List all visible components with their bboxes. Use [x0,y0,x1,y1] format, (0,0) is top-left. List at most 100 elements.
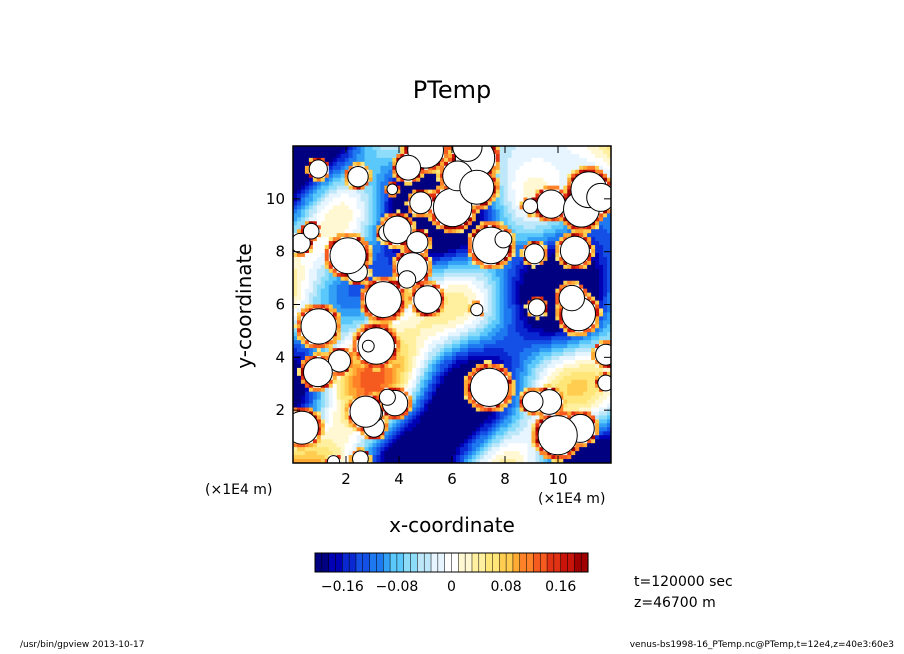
field-cell [463,256,469,262]
field-cell [376,209,381,214]
field-cell [380,455,385,460]
field-cell [340,233,346,238]
field-cell [376,320,381,325]
field-cell [388,197,393,202]
field-cell [523,193,529,199]
field-cell [523,153,529,159]
field-cell [499,459,505,463]
field-cell [495,300,501,305]
field-cell [519,419,525,424]
field-cell [444,304,449,309]
field-cell [499,189,505,195]
field-cell [300,205,306,210]
field-cell [495,304,501,309]
field-cell [491,173,497,179]
field-cell [364,249,370,254]
field-cell [455,407,461,412]
field-cell [360,284,366,290]
field-cell [340,205,346,210]
field-cell [412,312,417,317]
field-cell [475,209,481,214]
field-cell [523,328,529,333]
field-cell [360,225,366,230]
field-cell [296,157,302,163]
field-cell [364,221,370,226]
field-cell [479,336,485,341]
field-cell [471,280,477,286]
field-cell [507,165,513,171]
field-cell [467,300,473,305]
field-cell [527,387,532,393]
field-cell [293,443,298,448]
field-cell [296,173,302,179]
field-cell [308,276,314,282]
field-cell [499,427,505,432]
field-cell [539,237,544,242]
field-cell [515,375,521,381]
field-cell [328,221,334,226]
field-cell [436,328,441,333]
field-cell [459,375,465,381]
field-cell [296,268,302,274]
field-cell [320,249,326,254]
field-cell [320,256,326,262]
field-cell [523,221,529,226]
field-cell [384,324,389,329]
field-cell [356,280,362,286]
field-cell [535,435,540,440]
field-cell [296,264,302,270]
field-cell [515,363,521,369]
field-cell [296,181,302,187]
field-cell [503,288,509,294]
field-cell [316,284,322,290]
field-cell [503,169,509,175]
field-cell [420,252,425,258]
field-cell [340,336,346,341]
field-cell [340,427,346,432]
field-cell [463,316,469,321]
field-cell [336,233,342,238]
field-cell [428,260,433,266]
field-cell [519,185,525,191]
field-cell [531,181,536,187]
field-cell [479,455,485,460]
field-cell [503,336,509,341]
field-cell [459,419,465,424]
field-cell [344,324,350,329]
field-cell [440,379,445,385]
field-cell [444,260,449,266]
field-cell [396,363,401,369]
field-cell [519,312,525,317]
field-cell [535,237,540,242]
field-cell [511,217,517,222]
field-cell [491,284,497,290]
field-cell [392,268,397,274]
field-cell [455,229,461,234]
field-cell [308,383,314,389]
field-cell [515,146,521,151]
field-cell [340,296,346,302]
field-cell [495,173,501,179]
field-cell [293,363,298,369]
field-cell [316,276,322,282]
field-cell [376,252,381,258]
field-cell [328,284,334,290]
field-cell [376,185,381,191]
field-cell [424,185,429,191]
field-cell [304,340,310,345]
field-cell [348,356,354,361]
field-cell [487,344,493,349]
field-cell [416,340,421,345]
field-cell [296,284,302,290]
field-cell [408,439,413,444]
field-cell [428,165,433,171]
field-cell [300,272,306,278]
field-cell [459,379,465,385]
field-cell [428,280,433,286]
field-cell [527,431,532,436]
field-cell [364,205,370,210]
field-cell [448,395,453,401]
field-cell [364,185,370,191]
field-cell [340,312,346,317]
field-cell [440,225,445,230]
